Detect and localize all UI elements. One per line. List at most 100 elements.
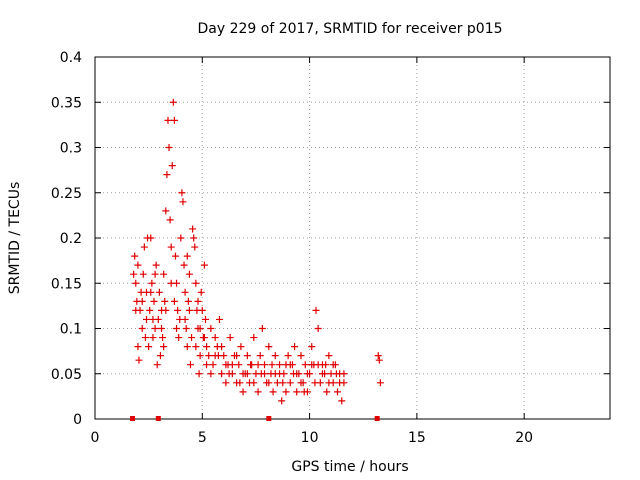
data-point	[156, 352, 164, 360]
data-point	[146, 306, 154, 314]
data-point	[333, 388, 341, 396]
data-point	[338, 397, 346, 405]
y-axis: 0 0.05 0.1 0.15 0.2 0.25 0.3 0.35 0.4	[51, 50, 610, 428]
data-point	[175, 334, 183, 342]
data-point	[198, 306, 206, 314]
data-point	[376, 379, 384, 387]
data-point	[278, 397, 286, 405]
data-point	[191, 243, 199, 251]
data-point	[236, 379, 244, 387]
data-point	[297, 379, 305, 387]
data-point	[329, 361, 337, 369]
data-point	[192, 279, 200, 287]
data-point	[141, 334, 149, 342]
y-tick-label: 0.35	[51, 95, 82, 111]
data-point	[332, 370, 340, 378]
data-point	[171, 252, 179, 260]
data-point	[134, 343, 142, 351]
data-point	[336, 379, 344, 387]
x-tick-label: 20	[515, 430, 533, 446]
x-axis: 0 5 10 15 20	[91, 57, 533, 446]
data-point	[293, 388, 301, 396]
data-point	[291, 343, 299, 351]
data-point	[182, 325, 190, 332]
data-point	[203, 343, 211, 351]
data-point	[301, 361, 309, 369]
data-point	[276, 361, 284, 369]
data-point	[279, 379, 287, 387]
data-point	[235, 361, 243, 369]
data-point	[155, 288, 163, 296]
data-point	[164, 116, 172, 124]
data-point	[160, 270, 168, 278]
gap-marker	[130, 416, 136, 421]
data-point	[340, 370, 348, 378]
data-point	[207, 325, 215, 332]
y-axis-label: SRMTID / TECUs	[7, 182, 23, 295]
data-points	[130, 98, 384, 405]
data-point	[293, 370, 301, 378]
data-point	[271, 352, 279, 360]
data-point	[250, 379, 258, 387]
data-point	[179, 198, 187, 206]
data-point	[148, 279, 156, 287]
data-point	[188, 334, 196, 342]
data-point	[158, 325, 166, 332]
data-point	[166, 216, 174, 224]
data-point	[150, 297, 158, 305]
data-point	[185, 306, 193, 314]
data-point	[143, 288, 150, 296]
data-point	[314, 361, 322, 369]
data-point	[318, 370, 326, 378]
data-point	[190, 234, 198, 242]
data-point	[149, 334, 157, 342]
data-point	[211, 352, 219, 360]
data-point	[203, 361, 211, 369]
x-tick-label: 15	[408, 430, 426, 446]
data-point	[162, 306, 170, 314]
data-point	[134, 261, 142, 269]
data-point	[169, 98, 177, 106]
x-tick-label: 5	[198, 430, 207, 446]
plot-frame	[94, 56, 611, 420]
data-point	[194, 297, 202, 305]
data-point	[167, 279, 175, 287]
data-point	[152, 261, 160, 269]
data-point	[237, 343, 245, 351]
data-point	[375, 356, 383, 364]
x-tick-label: 0	[91, 430, 100, 446]
data-point	[132, 306, 140, 314]
y-tick-label: 0.25	[51, 186, 82, 202]
data-point	[140, 243, 148, 251]
data-point	[222, 361, 230, 369]
data-point	[314, 325, 322, 332]
data-point	[233, 352, 241, 360]
y-tick-label: 0.2	[60, 231, 82, 247]
data-point	[243, 352, 251, 360]
data-point	[177, 234, 185, 242]
y-tick-label: 0.15	[51, 276, 82, 292]
data-point	[183, 252, 191, 260]
data-point	[269, 388, 277, 396]
data-point	[286, 379, 294, 387]
data-point	[145, 343, 153, 351]
data-point	[162, 207, 170, 215]
data-point	[167, 243, 175, 251]
data-point	[308, 361, 316, 369]
data-point	[149, 315, 157, 323]
data-point	[225, 370, 233, 378]
data-point	[147, 234, 155, 242]
data-point	[138, 297, 146, 305]
data-point	[228, 361, 236, 369]
data-point	[143, 315, 150, 323]
data-point	[297, 352, 305, 360]
data-point	[163, 171, 171, 179]
data-point	[139, 270, 147, 278]
data-point	[222, 379, 230, 387]
data-point	[312, 306, 320, 314]
data-point	[265, 343, 273, 351]
data-point	[130, 270, 138, 278]
data-point	[138, 325, 146, 332]
data-point	[197, 288, 205, 296]
data-point	[165, 144, 173, 151]
